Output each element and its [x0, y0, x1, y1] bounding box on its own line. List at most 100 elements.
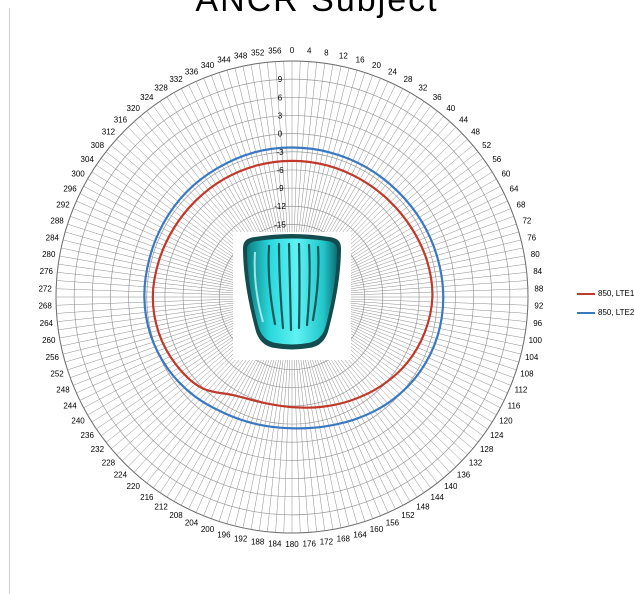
- angle-tick-label: 204: [185, 519, 199, 528]
- angle-tick-label: 124: [490, 431, 504, 440]
- grid-spoke: [323, 313, 501, 409]
- legend-label-lte1: 850, LTE1: [598, 289, 634, 298]
- grid-spoke: [57, 300, 256, 322]
- angle-tick-label: 112: [515, 386, 528, 395]
- grid-spoke: [73, 208, 259, 284]
- angle-tick-label: 356: [268, 47, 282, 56]
- angle-tick-label: 80: [531, 250, 540, 259]
- grid-spoke: [67, 307, 258, 371]
- angle-tick-label: 352: [251, 48, 265, 57]
- angle-tick-label: 4: [307, 47, 312, 56]
- grid-spoke: [87, 314, 261, 416]
- radial-tick-label: 3: [278, 111, 283, 120]
- grid-spoke: [250, 332, 286, 530]
- angle-tick-label: 312: [102, 128, 116, 137]
- angle-tick-label: 60: [501, 170, 510, 179]
- grid-spoke: [328, 280, 528, 295]
- grid-spoke: [328, 300, 527, 322]
- angle-tick-label: 36: [433, 93, 442, 102]
- angle-tick-label: 184: [268, 539, 282, 548]
- grid-spoke: [195, 330, 278, 513]
- angle-tick-label: 180: [285, 540, 299, 549]
- grid-spoke: [325, 200, 508, 283]
- angle-tick-label: 52: [482, 141, 491, 150]
- angle-tick-label: 340: [201, 61, 215, 70]
- legend-item-lte1: 850, LTE1: [577, 284, 634, 303]
- angle-tick-label: 228: [102, 458, 116, 467]
- legend-swatch-lte2: [577, 311, 595, 314]
- grid-spoke: [327, 263, 526, 293]
- angle-tick-label: 316: [114, 115, 128, 124]
- angle-tick-label: 24: [388, 67, 397, 76]
- grid-spoke: [294, 333, 309, 533]
- angle-tick-label: 208: [169, 511, 183, 520]
- angle-tick-label: 144: [431, 493, 445, 502]
- grid-spoke: [328, 298, 528, 306]
- angle-tick-label: 0: [290, 46, 295, 55]
- angle-tick-label: 136: [457, 471, 471, 480]
- legend-swatch-lte1: [577, 292, 595, 295]
- angle-tick-label: 196: [217, 530, 231, 539]
- radial-tick-label: 0: [278, 130, 283, 139]
- grid-spoke: [293, 333, 301, 533]
- grid-spoke: [327, 255, 525, 291]
- grid-spoke: [325, 311, 508, 394]
- angle-tick-label: 56: [492, 155, 501, 164]
- grid-spoke: [211, 331, 280, 519]
- grid-spoke: [258, 332, 288, 531]
- angle-tick-label: 308: [91, 141, 105, 150]
- grid-spoke: [65, 231, 258, 288]
- angle-tick-label: 8: [324, 48, 329, 57]
- grid-spoke: [61, 247, 257, 290]
- angle-tick-label: 88: [534, 284, 543, 293]
- grid-spoke: [301, 331, 358, 524]
- angle-tick-label: 116: [508, 401, 521, 410]
- grid-spoke: [296, 332, 326, 531]
- angle-tick-label: 16: [356, 56, 365, 65]
- grid-spoke: [56, 298, 256, 306]
- grid-spoke: [328, 272, 527, 294]
- series-line-1: [151, 159, 434, 409]
- grid-spoke: [326, 223, 517, 287]
- grid-spoke: [322, 171, 493, 278]
- device-render-icon: [243, 234, 341, 350]
- radial-tick-label: -3: [276, 148, 284, 157]
- grid-spoke: [323, 185, 501, 281]
- radial-tick-label: 6: [278, 93, 283, 102]
- angle-tick-label: 48: [471, 128, 480, 137]
- angle-tick-label: 288: [50, 217, 64, 226]
- grid-spoke: [324, 312, 505, 401]
- angle-tick-label: 276: [40, 267, 54, 276]
- angle-tick-label: 164: [353, 530, 367, 539]
- series-lines: [143, 146, 445, 430]
- angle-tick-label: 72: [522, 217, 531, 226]
- legend-item-lte2: 850, LTE2: [577, 303, 634, 322]
- angle-tick-label: 152: [401, 511, 415, 520]
- angle-tick-label: 272: [38, 284, 52, 293]
- angle-tick-label: 20: [372, 61, 381, 70]
- grid-spoke: [218, 331, 282, 522]
- grid-spoke: [56, 280, 256, 295]
- grid-spoke: [283, 333, 291, 533]
- grid-spoke: [57, 272, 256, 294]
- angle-tick-label: 192: [234, 535, 248, 544]
- grid-spoke: [234, 332, 284, 527]
- angle-tick-label: 76: [527, 233, 536, 242]
- angle-tick-label: 232: [91, 445, 105, 454]
- grid-spoke: [327, 303, 525, 339]
- grid-spoke: [299, 332, 342, 528]
- angle-tick-label: 108: [520, 369, 534, 378]
- grid-spoke: [91, 316, 262, 423]
- angle-tick-label: 64: [510, 185, 519, 194]
- angle-tick-label: 320: [127, 104, 141, 113]
- angle-tick-label: 304: [81, 155, 95, 164]
- grid-spoke: [70, 216, 258, 285]
- grid-spoke: [267, 333, 289, 532]
- angle-tick-label: 100: [529, 336, 543, 345]
- angle-tick-label: 120: [499, 417, 513, 426]
- angle-tick-label: 44: [459, 115, 468, 124]
- angle-tick-label: 84: [533, 267, 542, 276]
- grid-spoke: [58, 301, 257, 331]
- grid-spoke: [59, 303, 257, 339]
- grid-spoke: [83, 313, 261, 409]
